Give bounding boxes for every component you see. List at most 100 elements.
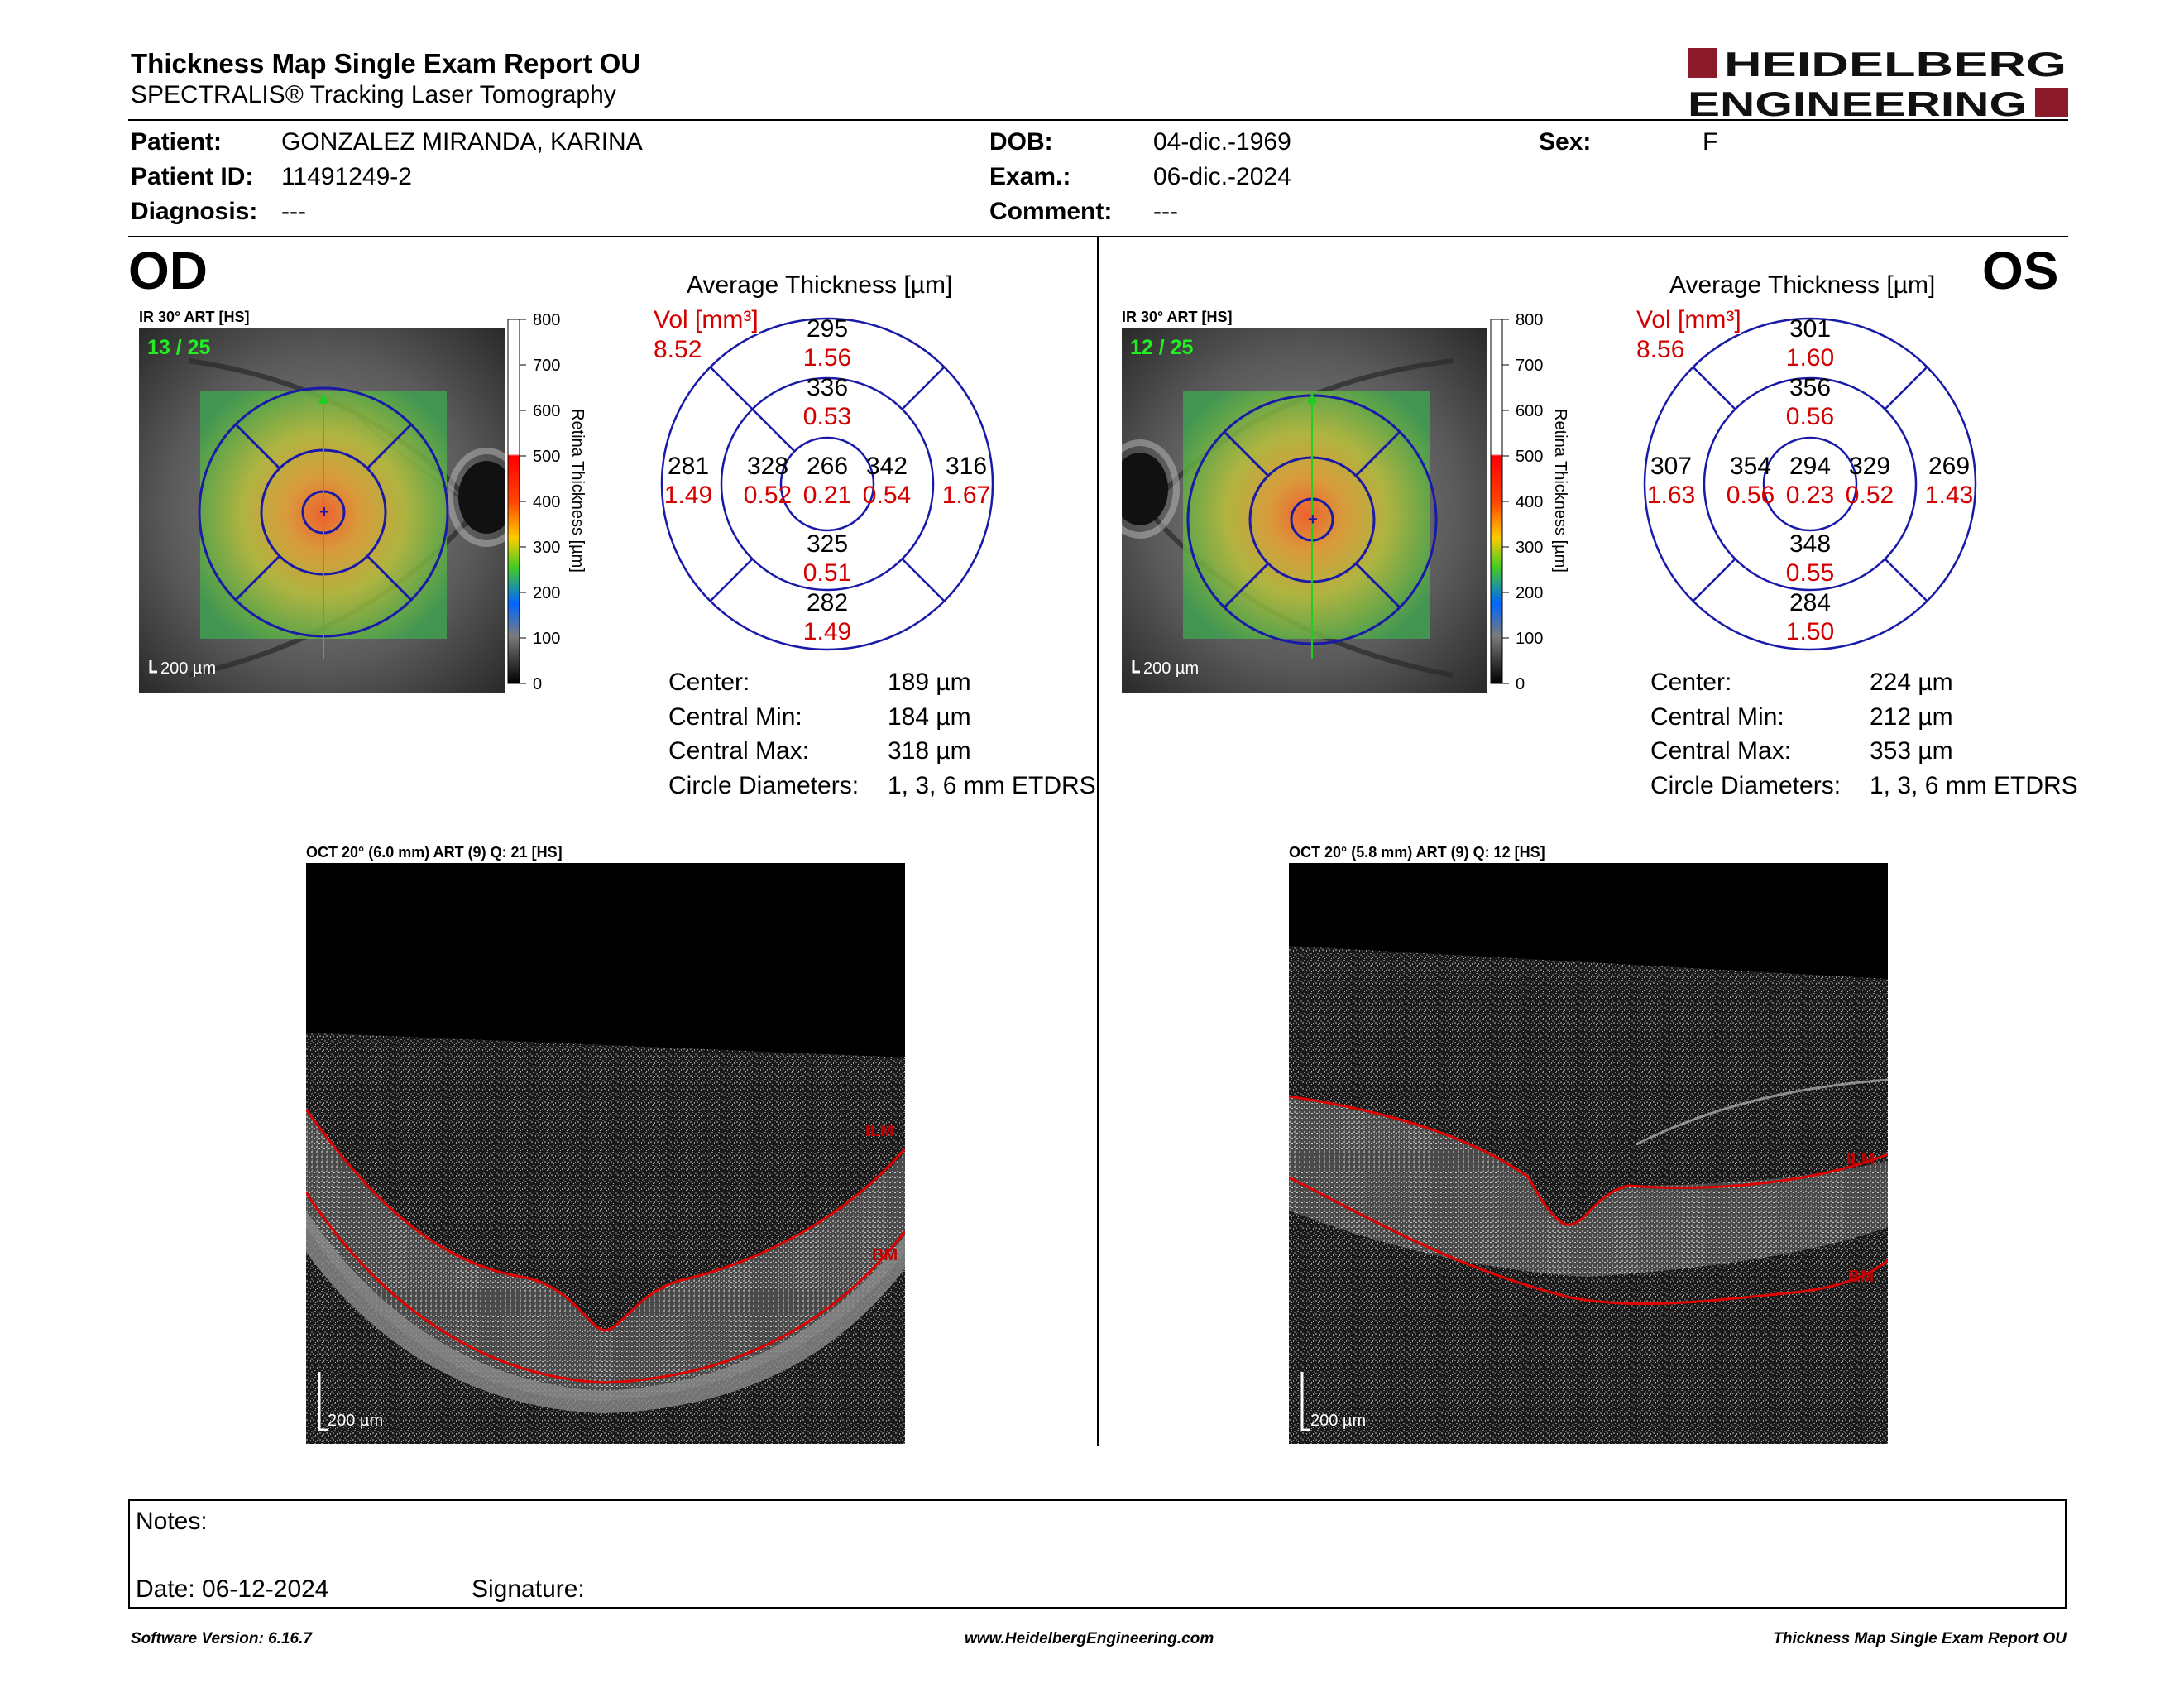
od-inner-sup-v: 0.53 bbox=[803, 403, 851, 430]
report-subtitle: SPECTRALIS® Tracking Laser Tomography bbox=[131, 81, 616, 108]
od-avg-title: Average Thickness [µm] bbox=[687, 271, 953, 299]
exam-value: 06-dic.-2024 bbox=[1153, 163, 1291, 190]
patient-id: 11491249-2 bbox=[281, 163, 412, 190]
os-inner-sup-t: 356 bbox=[1789, 374, 1831, 401]
signature-label: Signature: bbox=[472, 1575, 585, 1603]
od-inner-inf-t: 325 bbox=[807, 530, 848, 558]
os-outer-left-v: 1.63 bbox=[1647, 482, 1695, 509]
os-outer-right-v: 1.43 bbox=[1925, 482, 1973, 509]
os-colorbar: 800 700 600 500 400 300 200 100 0 Retina… bbox=[1490, 311, 1569, 693]
os-ir-scale: 200 µm bbox=[1143, 659, 1199, 678]
od-outer-right-t: 316 bbox=[946, 453, 987, 480]
notes-box bbox=[128, 1499, 2067, 1609]
svg-text:600: 600 bbox=[533, 402, 560, 420]
os-inner-left-t: 354 bbox=[1730, 453, 1771, 480]
dob-value: 04-dic.-1969 bbox=[1153, 128, 1291, 156]
os-outer-sup-v: 1.60 bbox=[1786, 344, 1834, 372]
os-bm-label: BM bbox=[1848, 1268, 1874, 1286]
od-bm-label: BM bbox=[872, 1246, 898, 1264]
od-center-value: 189 µm bbox=[888, 669, 971, 696]
od-circ-value: 1, 3, 6 mm ETDRS bbox=[888, 772, 1096, 799]
os-avg-title: Average Thickness [µm] bbox=[1669, 271, 1936, 299]
od-oct-bscan: ILM BM 200 µm bbox=[306, 863, 905, 1444]
svg-text:200: 200 bbox=[1516, 584, 1543, 602]
od-fundus-thickness-map: + 13 / 25 200 µm bbox=[139, 328, 505, 693]
os-inner-inf-v: 0.55 bbox=[1786, 559, 1834, 587]
patient-id-label: Patient ID: bbox=[131, 163, 254, 190]
heidelberg-logo: HEIDELBERG ENGINEERING bbox=[1688, 45, 2068, 119]
od-cmax-label: Central Max: bbox=[668, 737, 810, 765]
od-inner-left-t: 328 bbox=[747, 453, 788, 480]
os-outer-sup-t: 301 bbox=[1789, 315, 1831, 343]
exam-label: Exam.: bbox=[989, 163, 1071, 190]
website-link[interactable]: www.HeidelbergEngineering.com bbox=[965, 1630, 1214, 1647]
svg-text:800: 800 bbox=[1516, 311, 1543, 329]
os-inner-inf-t: 348 bbox=[1789, 530, 1831, 558]
svg-text:600: 600 bbox=[1516, 402, 1543, 420]
od-cmin-value: 184 µm bbox=[888, 703, 971, 731]
svg-text:400: 400 bbox=[533, 493, 560, 511]
od-outer-sup-v: 1.56 bbox=[803, 344, 851, 372]
software-version: Software Version: 6.16.7 bbox=[131, 1630, 312, 1647]
notes-label: Notes: bbox=[136, 1508, 208, 1535]
os-colorbar-label: Retina Thickness [µm] bbox=[1551, 409, 1569, 573]
os-oct-title: OCT 20° (5.8 mm) ART (9) Q: 12 [HS] bbox=[1289, 844, 1545, 861]
od-etdrs-grid: 295 1.56 336 0.53 266 0.21 328 0.52 342 … bbox=[660, 315, 994, 651]
od-inner-sup-t: 336 bbox=[807, 374, 848, 401]
od-outer-right-v: 1.67 bbox=[942, 482, 990, 509]
od-vol-value: 8.52 bbox=[654, 336, 702, 363]
od-ir-title: IR 30° ART [HS] bbox=[139, 309, 250, 325]
sex-value: F bbox=[1703, 128, 1718, 156]
os-cmin-label: Central Min: bbox=[1650, 703, 1784, 731]
od-ilm-label: ILM bbox=[865, 1122, 893, 1140]
os-outer-inf-v: 1.50 bbox=[1786, 618, 1834, 645]
svg-text:100: 100 bbox=[1516, 630, 1543, 648]
patient-name: GONZALEZ MIRANDA, KARINA bbox=[281, 128, 643, 156]
os-optic-disc bbox=[1122, 453, 1168, 525]
diagnosis-label: Diagnosis: bbox=[131, 198, 258, 225]
sex-label: Sex: bbox=[1539, 128, 1592, 156]
os-center-label: Center: bbox=[1650, 669, 1732, 696]
od-optic-disc bbox=[458, 461, 505, 534]
od-circ-label: Circle Diameters: bbox=[668, 772, 860, 799]
od-ir-scale: 200 µm bbox=[160, 659, 216, 678]
os-inner-left-v: 0.56 bbox=[1727, 482, 1774, 509]
svg-text:0: 0 bbox=[1516, 675, 1525, 693]
od-center-v: 0.21 bbox=[803, 482, 851, 509]
od-outer-inf-t: 282 bbox=[807, 589, 848, 616]
od-vol-label: Vol [mm³] bbox=[654, 306, 759, 334]
patient-label: Patient: bbox=[131, 128, 223, 156]
svg-text:700: 700 bbox=[533, 357, 560, 375]
od-center-label: Center: bbox=[668, 669, 750, 696]
os-center-value: 224 µm bbox=[1870, 669, 1953, 696]
od-inner-left-v: 0.52 bbox=[744, 482, 792, 509]
od-inner-right-t: 342 bbox=[866, 453, 908, 480]
od-center-t: 266 bbox=[807, 453, 848, 480]
od-colorbar: 800 700 600 500 400 300 200 100 0 Retina… bbox=[507, 311, 587, 693]
comment-value: --- bbox=[1153, 198, 1178, 225]
os-oct-scale: 200 µm bbox=[1310, 1412, 1366, 1430]
os-cmax-value: 353 µm bbox=[1870, 737, 1953, 765]
os-fundus-thickness-map: + 12 / 25 200 µm bbox=[1122, 328, 1487, 693]
os-vol-value: 8.56 bbox=[1636, 336, 1685, 363]
os-cmax-label: Central Max: bbox=[1650, 737, 1792, 765]
svg-text:200: 200 bbox=[533, 584, 560, 602]
os-center-t: 294 bbox=[1789, 453, 1831, 480]
footer-report-name: Thickness Map Single Exam Report OU bbox=[1773, 1630, 2067, 1647]
svg-text:700: 700 bbox=[1516, 357, 1543, 375]
svg-text:100: 100 bbox=[533, 630, 560, 648]
svg-text:500: 500 bbox=[1516, 448, 1543, 466]
os-oct-bscan: ILM BM 200 µm bbox=[1289, 863, 1888, 1444]
svg-text:+: + bbox=[319, 503, 329, 521]
svg-text:0: 0 bbox=[533, 675, 542, 693]
od-inner-right-v: 0.54 bbox=[863, 482, 911, 509]
od-inner-inf-v: 0.51 bbox=[803, 559, 851, 587]
svg-text:+: + bbox=[1308, 511, 1318, 529]
os-eye-label: OS bbox=[1982, 241, 2059, 300]
os-circ-value: 1, 3, 6 mm ETDRS bbox=[1870, 772, 2078, 799]
dob-label: DOB: bbox=[989, 128, 1053, 156]
svg-text:800: 800 bbox=[533, 311, 560, 329]
od-colorbar-label: Retina Thickness [µm] bbox=[568, 409, 587, 573]
os-etdrs-grid: 301 1.60 356 0.56 294 0.23 354 0.56 329 … bbox=[1643, 315, 1977, 651]
os-cmin-value: 212 µm bbox=[1870, 703, 1953, 731]
